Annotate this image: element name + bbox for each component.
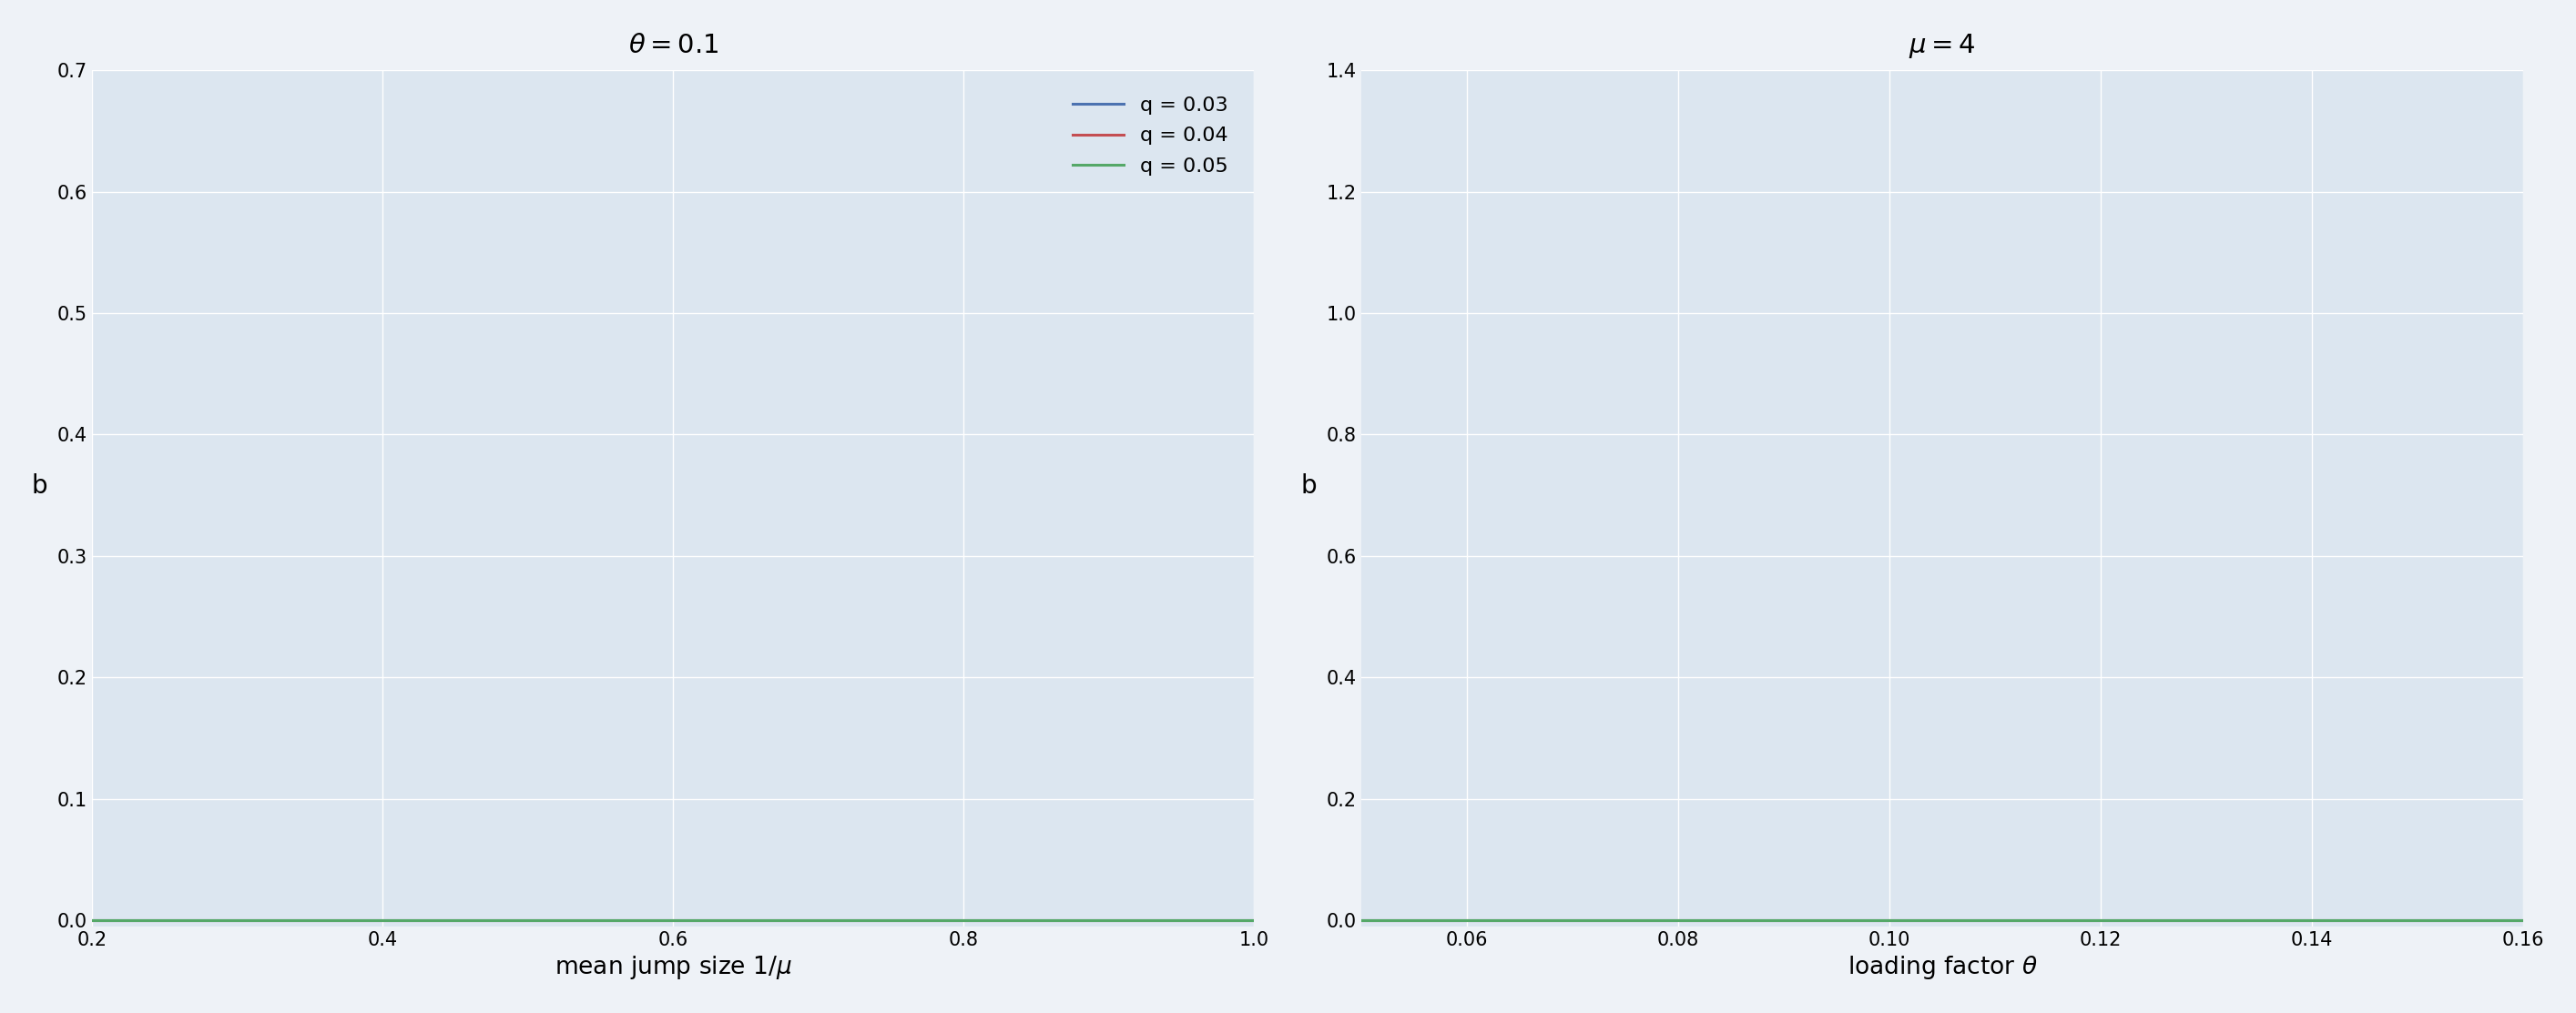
q = 0.03 [981, 915, 1012, 927]
q = 0.03 [1463, 915, 1494, 927]
q = 0.03 [1239, 915, 1270, 927]
q = 0.04 [1463, 915, 1494, 927]
q = 0.05 [2251, 915, 2282, 927]
q = 0.03 [2251, 915, 2282, 927]
q = 0.03 [196, 915, 227, 927]
q = 0.03 [2272, 915, 2303, 927]
Title: $\theta = 0.1$: $\theta = 0.1$ [629, 32, 719, 58]
q = 0.05 [1816, 915, 1847, 927]
q = 0.04 [196, 915, 227, 927]
Y-axis label: b: b [31, 473, 49, 498]
q = 0.03 [1345, 915, 1376, 927]
q = 0.04 [873, 915, 904, 927]
q = 0.05 [587, 915, 618, 927]
q = 0.03 [546, 915, 577, 927]
q = 0.05 [2272, 915, 2303, 927]
q = 0.03 [2143, 915, 2174, 927]
q = 0.04 [587, 915, 618, 927]
q = 0.03 [2509, 915, 2540, 927]
q = 0.04 [546, 915, 577, 927]
q = 0.04 [1857, 915, 1888, 927]
q = 0.05 [1005, 915, 1036, 927]
q = 0.04 [1816, 915, 1847, 927]
q = 0.05 [2509, 915, 2540, 927]
q = 0.04 [2272, 915, 2303, 927]
q = 0.04 [2251, 915, 2282, 927]
q = 0.03 [587, 915, 618, 927]
q = 0.05 [1345, 915, 1376, 927]
q = 0.04 [1239, 915, 1270, 927]
q = 0.05 [1239, 915, 1270, 927]
q = 0.05 [1857, 915, 1888, 927]
q = 0.04 [981, 915, 1012, 927]
Legend: q = 0.03, q = 0.04, q = 0.05: q = 0.03, q = 0.04, q = 0.05 [1056, 80, 1244, 191]
q = 0.03 [77, 915, 108, 927]
Y-axis label: b: b [1301, 473, 1316, 498]
X-axis label: loading factor $\theta$: loading factor $\theta$ [1847, 954, 2038, 982]
q = 0.04 [77, 915, 108, 927]
q = 0.05 [1463, 915, 1494, 927]
q = 0.05 [546, 915, 577, 927]
Title: $\mu = 4$: $\mu = 4$ [1909, 31, 1976, 60]
q = 0.03 [1816, 915, 1847, 927]
q = 0.04 [2509, 915, 2540, 927]
q = 0.05 [2143, 915, 2174, 927]
q = 0.05 [981, 915, 1012, 927]
q = 0.05 [196, 915, 227, 927]
q = 0.04 [1345, 915, 1376, 927]
X-axis label: mean jump size $1/\mu$: mean jump size $1/\mu$ [554, 954, 791, 982]
q = 0.05 [873, 915, 904, 927]
q = 0.04 [1005, 915, 1036, 927]
q = 0.03 [1005, 915, 1036, 927]
q = 0.05 [77, 915, 108, 927]
q = 0.04 [2143, 915, 2174, 927]
q = 0.03 [873, 915, 904, 927]
q = 0.03 [1857, 915, 1888, 927]
